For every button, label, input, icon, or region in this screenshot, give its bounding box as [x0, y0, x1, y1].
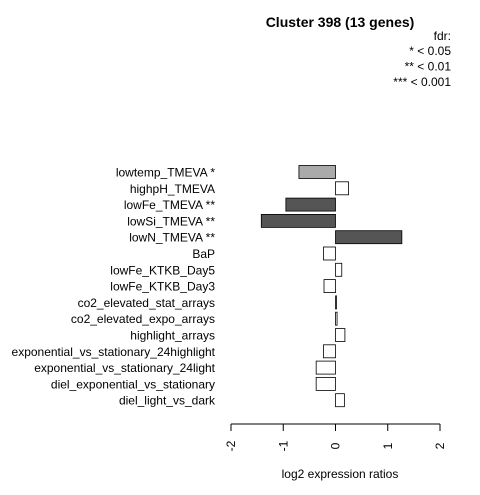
bar [323, 344, 336, 359]
category-label: diel_exponential_vs_stationary [51, 377, 215, 391]
bar [335, 393, 345, 408]
category-label: co2_elevated_stat_arrays [78, 296, 215, 310]
bar [335, 295, 337, 310]
category-label: highlight_arrays [130, 329, 215, 343]
category-label: lowN_TMEVA ** [129, 231, 215, 245]
category-label: exponential_vs_stationary_24light [34, 361, 215, 375]
legend-entry: *** < 0.001 [393, 75, 451, 89]
category-label: highpH_TMEVA [130, 182, 215, 196]
bar [335, 328, 346, 342]
bar [323, 246, 336, 261]
bar [335, 230, 403, 245]
x-axis: -2 -1 0 1 2 [224, 423, 447, 451]
x-tick-label: -2 [224, 440, 238, 451]
x-tick-label: 2 [433, 442, 447, 449]
bar [315, 360, 336, 375]
bar [315, 376, 336, 391]
x-tick-label: -1 [276, 440, 290, 451]
bar [260, 213, 336, 228]
legend-entry: ** < 0.01 [405, 60, 452, 74]
legend-title: fdr: [434, 29, 451, 43]
bar [285, 197, 336, 212]
bar [335, 262, 343, 277]
x-axis-label: log2 expression ratios [282, 467, 399, 481]
category-label: co2_elevated_expo_arrays [71, 312, 215, 326]
category-label: lowFe_KTKB_Day3 [110, 280, 215, 294]
bars-group [260, 165, 403, 408]
x-tick-label: 1 [381, 442, 395, 449]
x-tick-label: 0 [329, 442, 343, 449]
bar [298, 165, 336, 179]
category-label: lowFe_TMEVA ** [124, 198, 215, 212]
category-label: lowtemp_TMEVA * [116, 166, 215, 180]
bar [335, 181, 349, 196]
category-labels: lowtemp_TMEVA * highpH_TMEVA lowFe_TMEVA *… [12, 166, 216, 408]
category-label: diel_light_vs_dark [119, 394, 216, 408]
bar [323, 279, 336, 294]
legend: fdr:* < 0.05 ** < 0.01*** < 0.001 [393, 29, 451, 89]
category-label: BaP [192, 247, 215, 261]
category-label: lowFe_KTKB_Day5 [110, 263, 215, 277]
category-label: lowSi_TMEVA ** [127, 214, 215, 228]
chart-title: Cluster 398 (13 genes) [266, 14, 415, 30]
category-label: exponential_vs_stationary_24highlight [12, 345, 216, 359]
legend-entry: * < 0.05 [409, 44, 451, 58]
bar [335, 311, 338, 326]
